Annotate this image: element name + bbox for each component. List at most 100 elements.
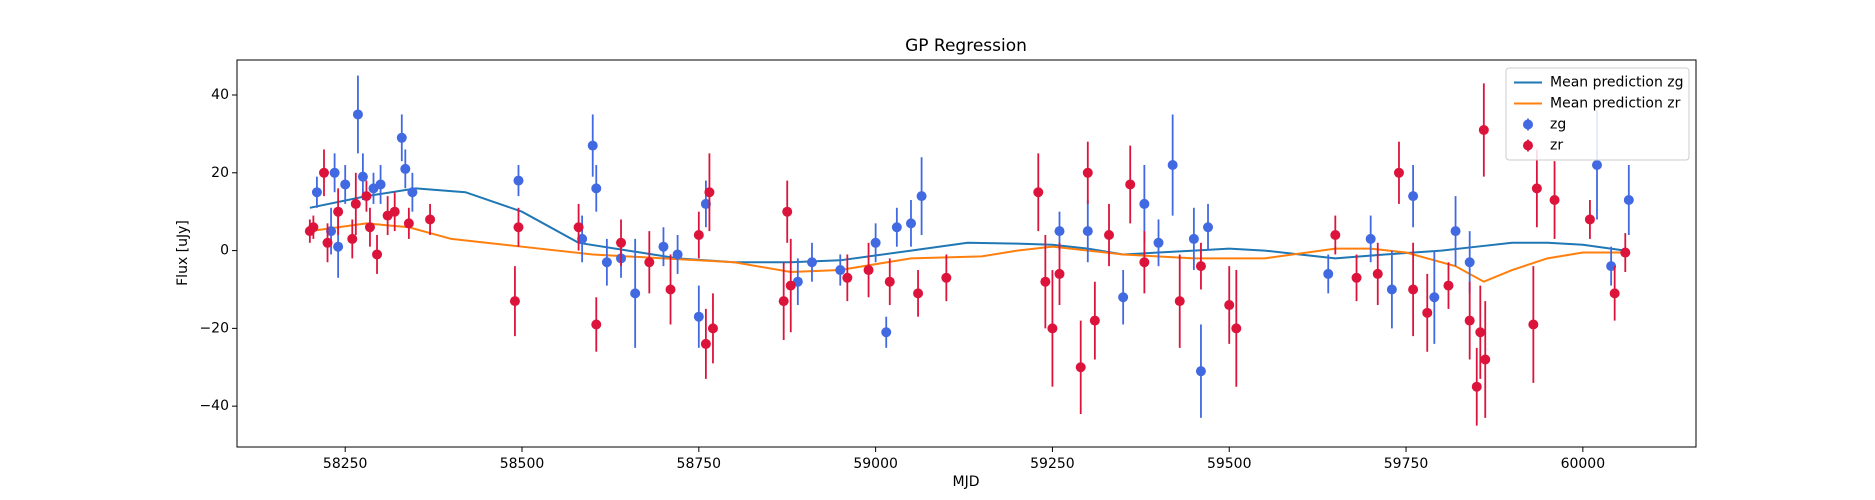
point (835, 265, 846, 276)
point (870, 237, 881, 248)
point (658, 241, 669, 252)
point (347, 233, 358, 244)
point (1082, 167, 1093, 178)
point (375, 179, 386, 190)
point (1188, 233, 1199, 244)
point (1139, 257, 1150, 268)
point (1118, 292, 1129, 303)
y-tick-label: −40 (199, 398, 229, 414)
x-tick-label: 59750 (1384, 456, 1429, 472)
point (1174, 296, 1185, 307)
point (1422, 307, 1433, 318)
y-axis-label: Flux [uJy] (175, 220, 191, 286)
point (1195, 261, 1206, 272)
point (311, 187, 322, 198)
point (573, 222, 584, 233)
point (329, 167, 340, 178)
point (577, 233, 588, 244)
point (1606, 261, 1617, 272)
point (1609, 288, 1620, 299)
legend-swatch (1523, 119, 1533, 130)
legend-label: zr (1550, 138, 1563, 154)
point (1139, 198, 1150, 209)
point (707, 323, 718, 334)
point (396, 132, 407, 143)
point (372, 249, 383, 260)
point (1224, 300, 1235, 311)
point (1623, 195, 1634, 206)
point (591, 183, 602, 194)
point (333, 206, 344, 217)
point (842, 272, 853, 283)
point (1450, 226, 1461, 237)
point (591, 319, 602, 330)
point (785, 280, 796, 291)
point (1591, 160, 1602, 171)
x-tick-label: 59000 (853, 456, 898, 472)
point (308, 222, 319, 233)
point (1125, 179, 1136, 190)
point (1033, 187, 1044, 198)
point (1464, 315, 1475, 326)
point (616, 237, 627, 248)
x-tick-label: 59250 (1030, 456, 1075, 472)
point (425, 214, 436, 225)
point (1047, 323, 1058, 334)
point (322, 237, 333, 248)
point (1584, 214, 1595, 225)
point (1323, 268, 1334, 279)
point (806, 257, 817, 268)
axes-frame (236, 59, 1697, 448)
point (644, 257, 655, 268)
point (340, 179, 351, 190)
point (1528, 319, 1539, 330)
y-tick-label: −20 (199, 320, 229, 336)
x-tick-label: 58500 (500, 456, 545, 472)
point (693, 230, 704, 241)
x-tick-label: 58250 (323, 456, 368, 472)
point (1054, 268, 1065, 279)
point (1104, 230, 1115, 241)
point (941, 272, 952, 283)
point (1075, 362, 1086, 373)
y-tick-label: 20 (211, 165, 229, 181)
point (364, 222, 375, 233)
point (1464, 257, 1475, 268)
x-tick-label: 58750 (677, 456, 722, 472)
legend-label: Mean prediction zr (1550, 96, 1681, 112)
point (1054, 226, 1065, 237)
point (352, 109, 363, 120)
point (665, 284, 676, 295)
point (891, 222, 902, 233)
point (672, 249, 683, 260)
point (509, 296, 520, 307)
point (1480, 354, 1491, 365)
point (1475, 327, 1486, 338)
point (407, 187, 418, 198)
point (400, 163, 411, 174)
point (1372, 268, 1383, 279)
mean-line (309, 222, 1626, 283)
point (1153, 237, 1164, 248)
point (1393, 167, 1404, 178)
legend-swatch (1523, 140, 1533, 151)
point (1167, 160, 1178, 171)
point (601, 257, 612, 268)
point (1040, 276, 1051, 287)
point (1231, 323, 1242, 334)
point (778, 296, 789, 307)
point (693, 311, 704, 322)
point (1082, 226, 1093, 237)
point (704, 187, 715, 198)
legend-label: Mean prediction zg (1550, 75, 1684, 91)
point (1330, 230, 1341, 241)
legend-label: zg (1550, 117, 1566, 133)
legend-box (1505, 67, 1690, 161)
y-tick-label: 40 (211, 87, 229, 103)
point (1471, 381, 1482, 392)
point (700, 198, 711, 209)
point (1478, 125, 1489, 136)
point (1620, 247, 1631, 258)
point (350, 198, 361, 209)
